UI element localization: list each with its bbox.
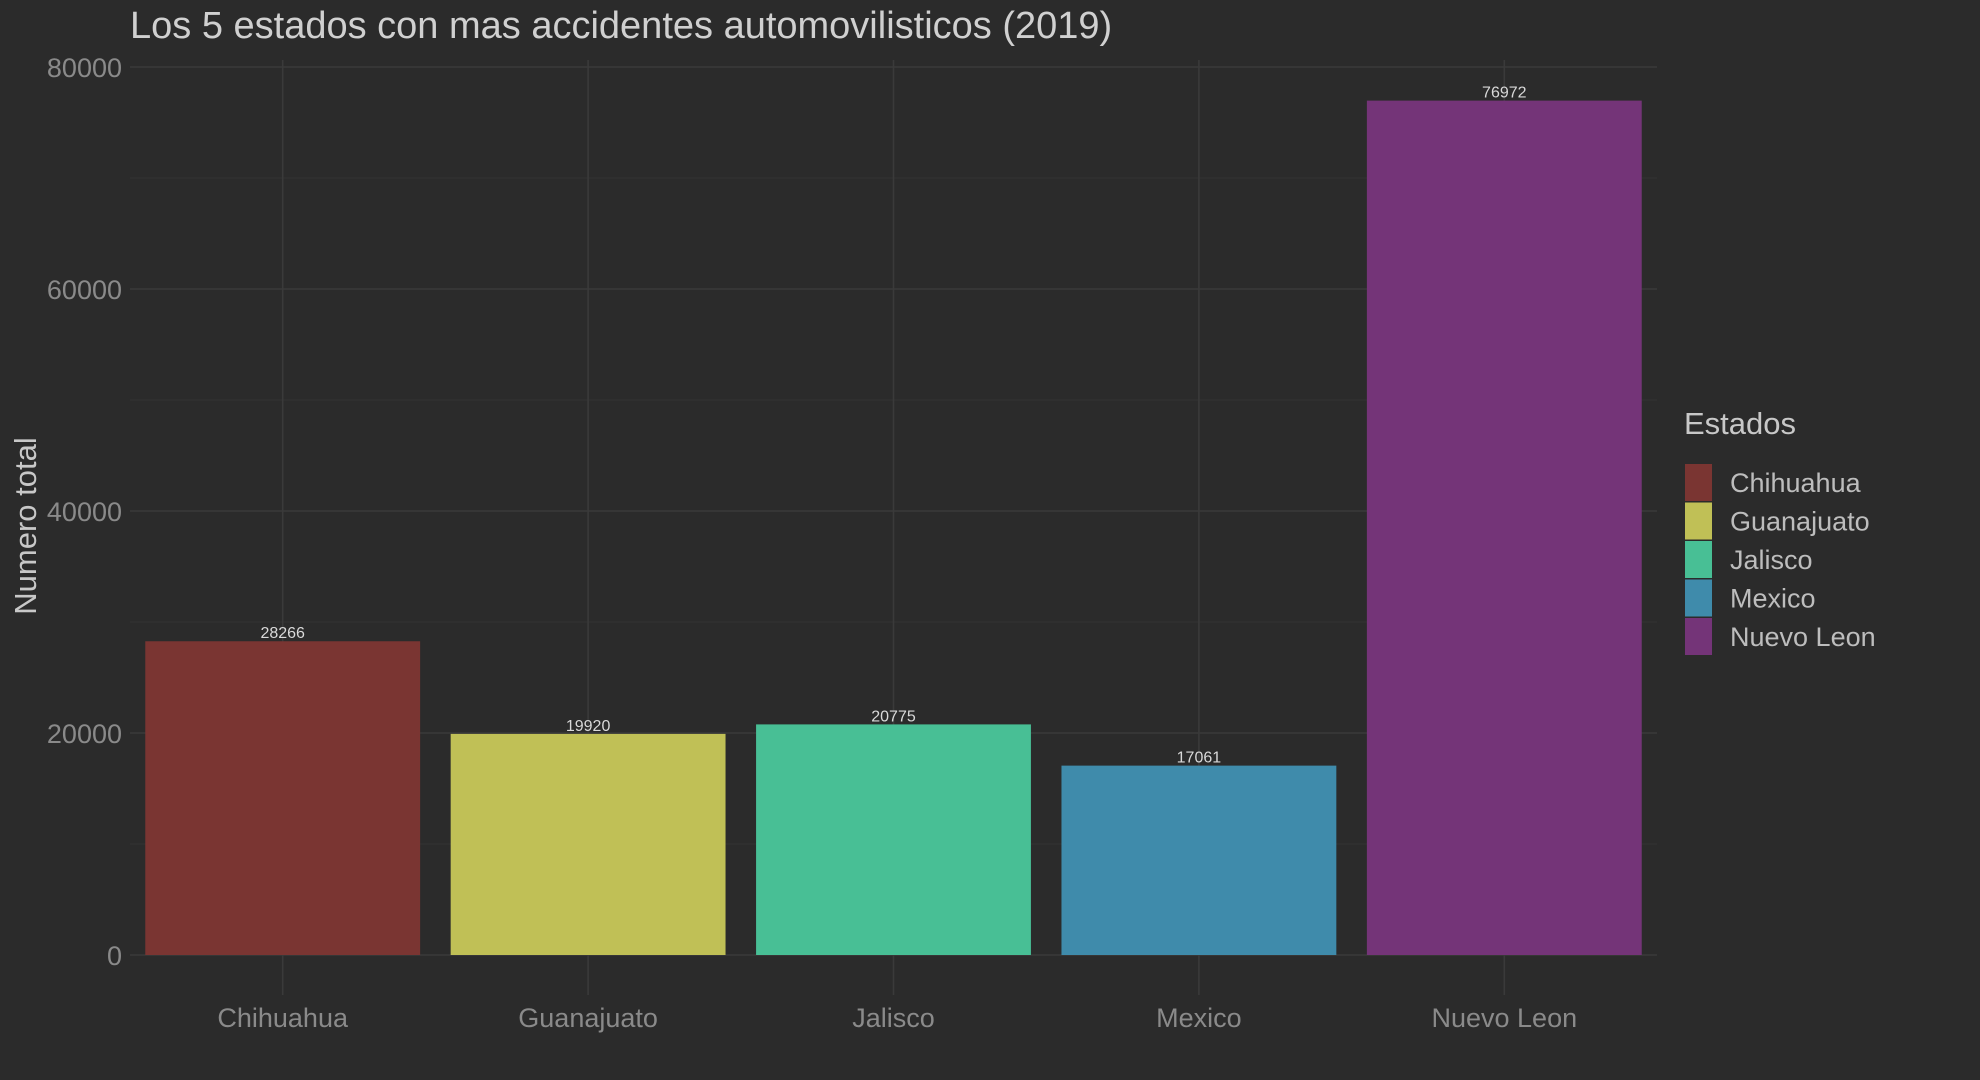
legend-label: Mexico [1730,584,1816,614]
bar-guanajuato [450,733,726,955]
y-tick-label: 20000 [47,719,122,749]
legend-label: Guanajuato [1730,507,1870,537]
y-tick-label: 40000 [47,497,122,527]
x-tick-label: Nuevo Leon [1431,1003,1577,1033]
x-tick-label: Chihuahua [217,1003,349,1033]
y-tick-label: 60000 [47,275,122,305]
y-ticks-layer: 0 20000 40000 60000 80000 [47,53,122,971]
x-tick-label: Guanajuato [518,1003,658,1033]
legend-label: Chihuahua [1730,468,1862,498]
value-labels-layer: 28266 19920 20775 17061 76972 [260,85,1526,767]
legend-label: Jalisco [1730,545,1813,575]
bar-value-label: 76972 [1482,85,1527,102]
bar-value-label: 28266 [260,625,305,642]
x-tick-label: Mexico [1156,1003,1242,1033]
legend: Estados Chihuahua Guanajuato Jalisco Mexico… [1684,406,1876,655]
bar-chihuahua [145,641,421,955]
y-axis-label: Numero total [8,437,43,614]
y-tick-label: 80000 [47,53,122,83]
legend-swatch [1685,502,1712,540]
legend-swatch [1685,618,1712,655]
bar-value-label: 20775 [871,708,916,725]
bar-nuevo-leon [1366,100,1642,956]
legend-swatch [1685,579,1712,617]
chart-title: Los 5 estados con mas accidentes automov… [130,5,1112,47]
legend-swatch [1685,541,1712,578]
bar-mexico [1061,765,1337,955]
legend-swatch [1685,464,1712,501]
bar-value-label: 17061 [1177,750,1222,767]
bar-jalisco [756,724,1031,955]
legend-items: Chihuahua Guanajuato Jalisco Mexico Nuevo Le… [1685,464,1876,655]
legend-label: Nuevo Leon [1730,622,1876,652]
legend-title: Estados [1684,406,1796,441]
y-tick-label: 0 [107,941,122,971]
x-tick-label: Jalisco [852,1003,935,1033]
bar-value-label: 19920 [566,718,611,735]
bars-layer [145,100,1642,956]
x-ticks-layer: Chihuahua Guanajuato Jalisco Mexico Nuevo Le… [217,1003,1577,1033]
